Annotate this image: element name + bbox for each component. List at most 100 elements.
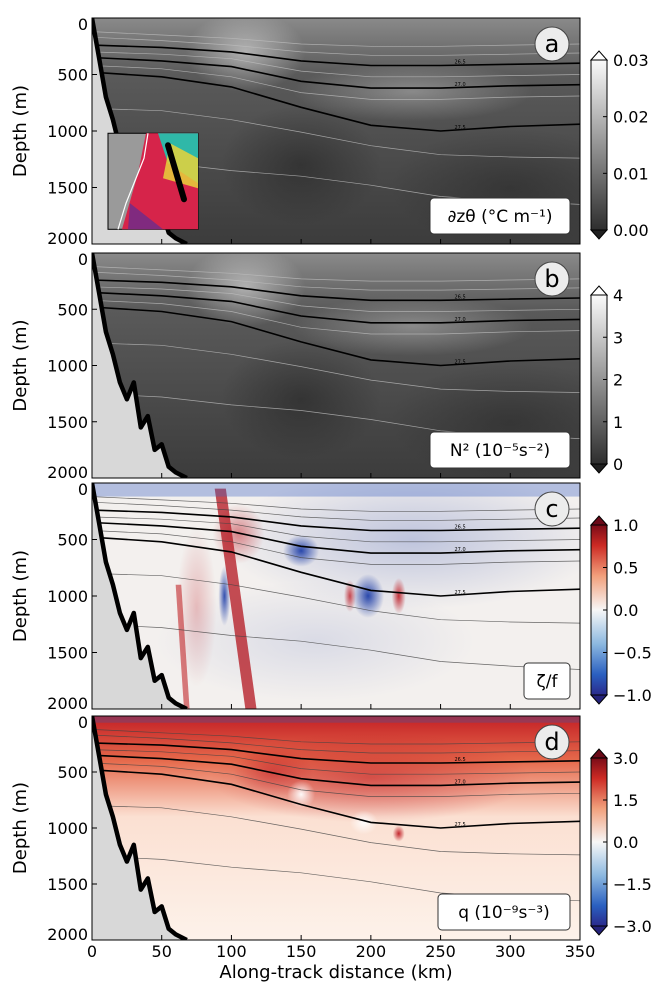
colorbar-tick-label: 1.5: [613, 791, 638, 810]
y-tick-label: 2000: [47, 229, 88, 248]
isopycnal-contour: [92, 762, 580, 797]
colorbar-extend-min: [589, 694, 609, 705]
isopycnal-contour: [92, 805, 580, 856]
x-axis-label: Along-track distance (km): [219, 962, 452, 983]
isopycnal-contour: [92, 509, 580, 532]
colorbar-ramp: [590, 59, 608, 231]
colorbar-b: 0 1 2 3 4: [589, 285, 623, 474]
isopycnal-contour: [92, 71, 580, 132]
isopycnal-contour: [92, 65, 580, 100]
contour-label: 27.0: [455, 547, 466, 553]
seafloor-line: [92, 483, 188, 709]
y-tick-label: 0: [78, 250, 88, 269]
colorbar-tick-label: 1: [613, 413, 623, 432]
colorbar-tick-label: 0.02: [613, 108, 649, 127]
x-tick-label: 0: [87, 942, 97, 961]
y-tick-label: 0: [78, 480, 88, 499]
isopycnal-contour: [92, 623, 580, 670]
isopycnal-contour: [92, 734, 580, 754]
panel-a: 26.5 27.0 27.5 0 500 1000 1500 2000 Depth (m) a ∂z…: [10, 15, 649, 248]
contour-label: 27.5: [455, 360, 466, 366]
isopycnal-contour: [92, 749, 580, 775]
quantity-label: N² (10⁻⁵s⁻²): [450, 441, 550, 461]
y-axis-label: Depth (m): [10, 319, 31, 411]
y-tick-label: 0: [78, 15, 88, 34]
colorbar-tick-label: 0.00: [613, 221, 649, 240]
quantity-label: ∂zθ (°C m⁻¹): [448, 207, 553, 227]
x-tick-label: 50: [152, 942, 172, 961]
colorbar-extend-max: [589, 515, 609, 526]
isopycnal-contour: [92, 573, 580, 624]
panel-c: 26.5 27.0 27.5 0 500 1000 1500 2000 Depth (m) c ζ/…: [10, 480, 652, 713]
colorbar-extend-min: [589, 925, 609, 936]
panel-letter-badge: [534, 261, 570, 297]
isopycnal-contour: [92, 299, 580, 335]
panel-letter-badge: [534, 491, 570, 527]
isopycnal-contour: [92, 279, 580, 302]
colorbar-tick-label: 4: [613, 286, 623, 305]
field-c: 26.5 27.0 27.5: [92, 483, 580, 709]
isopycnal-contour: [92, 501, 580, 521]
y-tick-label: 2000: [47, 925, 88, 944]
y-tick-label: 1500: [47, 179, 88, 198]
panel-letter: b: [544, 265, 559, 293]
isopycnal-contour: [92, 36, 580, 56]
y-tick-label: 500: [57, 763, 88, 782]
y-tick-label: 1500: [47, 413, 88, 432]
colorbar-tick-label: −3.0: [613, 917, 652, 936]
y-tick-label: 1000: [47, 819, 88, 838]
colorbar-tick-label: 3.0: [613, 749, 638, 768]
x-tick-label: 100: [216, 942, 247, 961]
colorbar-d: −3.0 −1.5 0.0 1.5 3.0: [589, 748, 652, 936]
contour-label: 26.5: [455, 757, 466, 763]
field-feature: [221, 339, 382, 460]
isopycnal-contour: [92, 271, 580, 291]
contour-label: 27.0: [455, 82, 466, 88]
contour-label: 26.5: [455, 59, 466, 65]
quantity-label-box: [429, 197, 571, 235]
y-tick-label: 0: [78, 713, 88, 732]
contour-label: 26.5: [455, 524, 466, 530]
y-tick-label: 1000: [47, 587, 88, 606]
land-mask: [92, 483, 187, 709]
colorbar-extend-min: [589, 229, 609, 240]
isopycnal-contour: [92, 108, 580, 159]
isopycnal-contour: [92, 530, 580, 565]
quantity-label-box: [523, 662, 571, 700]
colorbar-tick-label: 0.03: [613, 51, 649, 70]
panel-letter-badge: [534, 724, 570, 760]
field-feature: [221, 104, 382, 225]
seafloor-line: [92, 253, 188, 478]
field-feature: [185, 253, 306, 327]
y-tick-label: 500: [57, 66, 88, 85]
field-feature: [92, 716, 580, 723]
isopycnal-contour: [92, 56, 580, 89]
colorbar-extend-max: [589, 50, 609, 61]
y-tick-label: 2000: [47, 694, 88, 713]
isopycnal-contour: [92, 266, 580, 282]
colorbar-tick-label: 0.5: [613, 559, 638, 578]
colorbar-tick-label: 0.01: [613, 164, 649, 183]
colorbar-tick-label: −1.0: [613, 686, 652, 705]
field-feature: [392, 825, 405, 842]
y-tick-label: 1500: [47, 875, 88, 894]
isopycnal-contour: [92, 536, 580, 597]
field-feature: [214, 488, 257, 709]
seafloor-line: [92, 716, 188, 940]
field-feature: [222, 483, 580, 610]
quantity-label: ζ/f: [537, 672, 559, 692]
field-feature: [175, 584, 190, 709]
colorbar-tick-label: 2: [613, 371, 623, 390]
y-axis-label: Depth (m): [10, 782, 31, 874]
isopycnal-contour: [92, 291, 580, 324]
x-tick-label: 150: [286, 942, 317, 961]
y-tick-label: 1500: [47, 644, 88, 663]
quantity-label: q (10⁻⁹s⁻³): [458, 903, 550, 923]
field-feature: [349, 810, 378, 835]
isopycnal-contour: [92, 769, 580, 829]
land-mask: [92, 253, 187, 478]
isopycnal-contour: [92, 44, 580, 67]
colorbar-tick-label: 3: [613, 328, 623, 347]
field-feature: [185, 18, 306, 92]
